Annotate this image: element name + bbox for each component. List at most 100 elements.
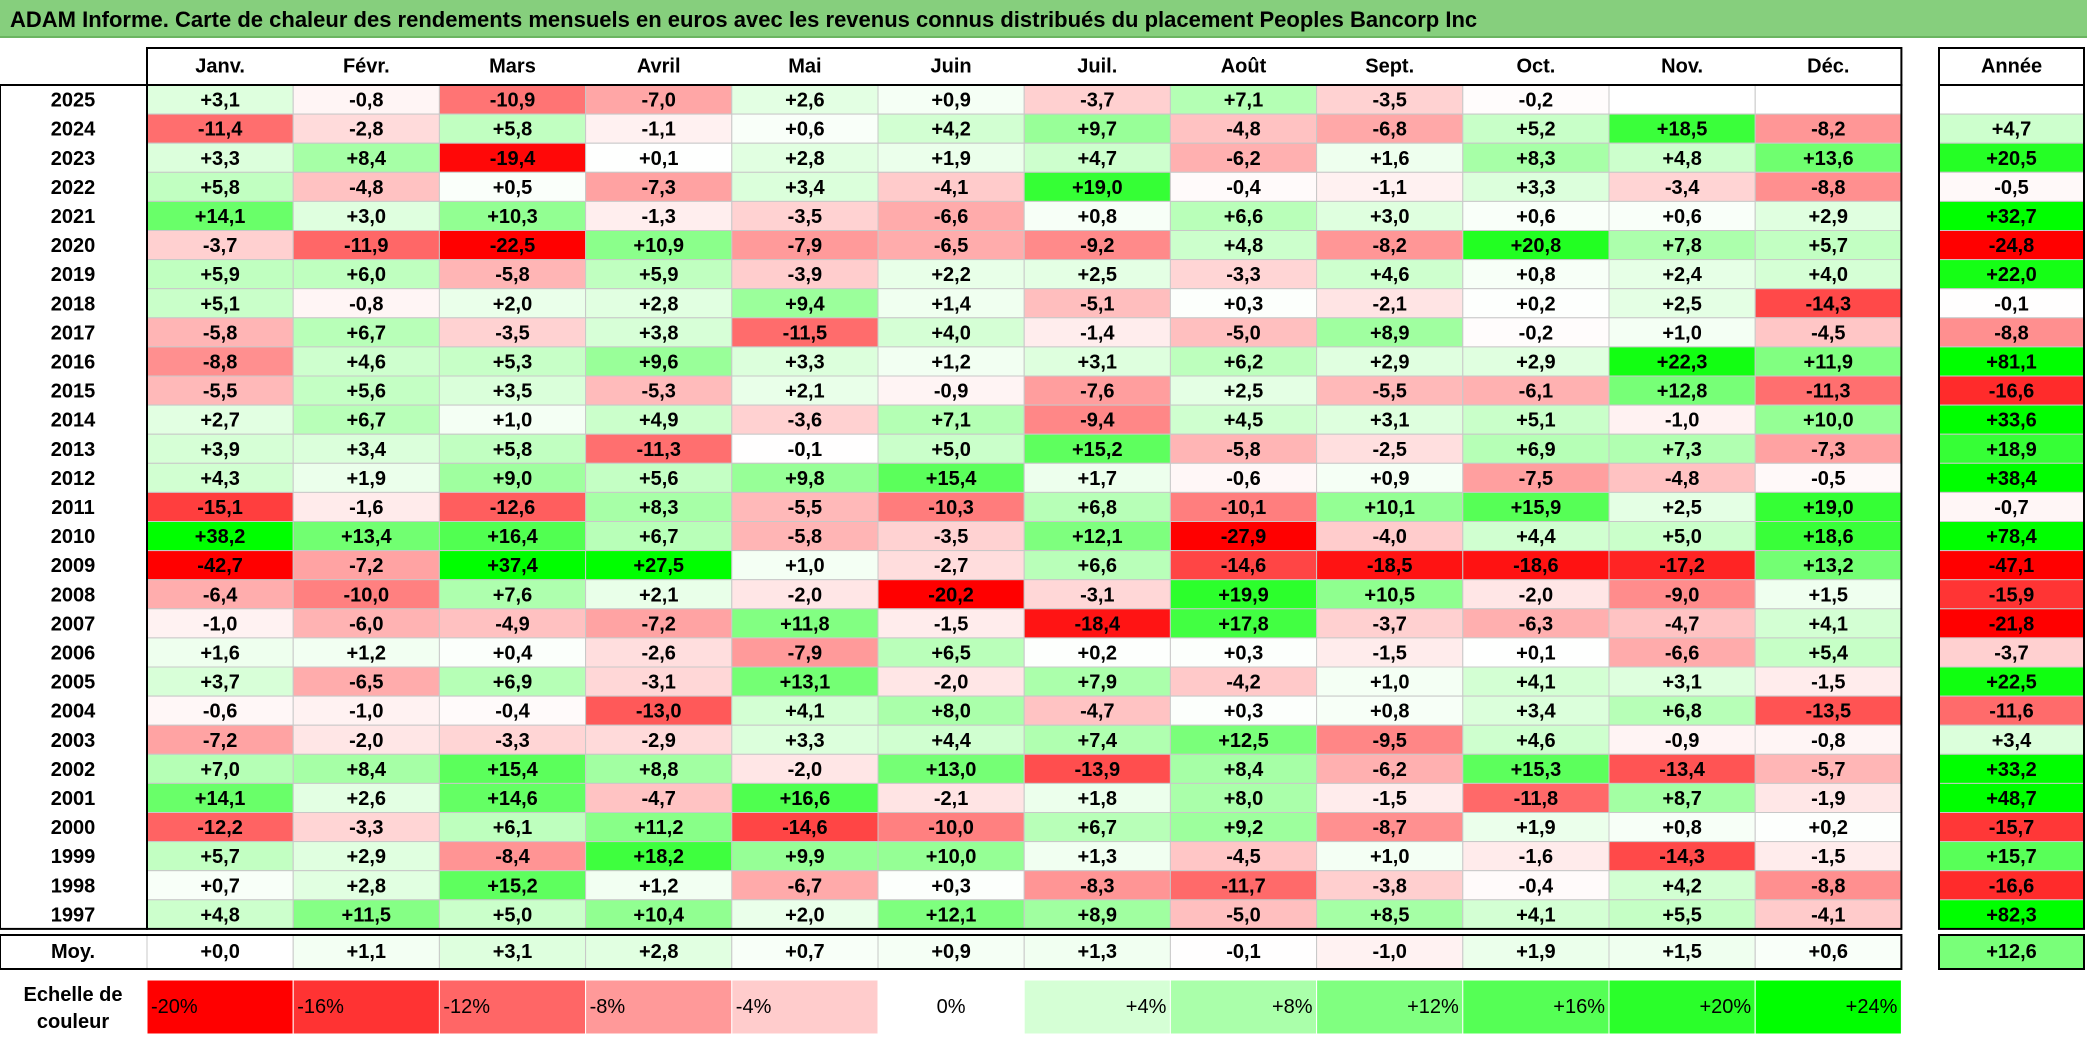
cell-value: +10,4 bbox=[633, 904, 684, 926]
cell-value: +14,1 bbox=[195, 206, 246, 228]
cell-value: +6,9 bbox=[1516, 439, 1555, 461]
heatmap-cell bbox=[146, 579, 294, 610]
cell-value: +2,9 bbox=[1809, 206, 1848, 228]
heatmap-cell bbox=[1316, 579, 1464, 610]
average-value: -1,0 bbox=[1372, 941, 1406, 963]
cell-value: -5,8 bbox=[203, 322, 237, 344]
heatmap-cell bbox=[585, 288, 733, 319]
heatmap-cell bbox=[1169, 870, 1318, 901]
cell-value: -6,5 bbox=[349, 672, 383, 694]
heatmap-cell bbox=[731, 550, 879, 581]
heatmap-cell bbox=[1316, 346, 1464, 377]
cell-value: -2,8 bbox=[349, 119, 383, 141]
cell-value: -13,0 bbox=[636, 701, 682, 723]
cell-value: +3,1 bbox=[1078, 351, 1117, 373]
cell-value: -11,4 bbox=[198, 119, 243, 141]
cell-value: -1,5 bbox=[1372, 642, 1406, 664]
annual-value: -0,1 bbox=[1994, 293, 2028, 315]
heatmap-cell bbox=[731, 899, 879, 930]
cell-value: -5,5 bbox=[1372, 381, 1406, 403]
scale-swatch bbox=[1169, 979, 1318, 1035]
cell-value: -1,0 bbox=[1665, 410, 1699, 432]
cell-value: +1,7 bbox=[1078, 468, 1117, 490]
heatmap-cell bbox=[731, 521, 879, 552]
cell-value: +0,5 bbox=[493, 177, 532, 199]
annual-value: -24,8 bbox=[1989, 235, 2035, 257]
heatmap-cell bbox=[1316, 200, 1464, 231]
heatmap-cell bbox=[1169, 259, 1318, 290]
cell-value: -42,7 bbox=[197, 555, 243, 577]
heatmap-cell bbox=[731, 870, 879, 901]
cell-value: -3,7 bbox=[203, 235, 237, 257]
cell-value: -3,7 bbox=[1372, 613, 1406, 635]
annual-cell bbox=[1938, 171, 2085, 202]
annual-cell bbox=[1938, 870, 2085, 901]
cell-value: +5,6 bbox=[347, 381, 386, 403]
cell-value: +1,4 bbox=[931, 293, 971, 315]
year-label: 2023 bbox=[51, 148, 96, 170]
heatmap-cell bbox=[1169, 113, 1318, 144]
cell-value: -6,8 bbox=[1372, 119, 1406, 141]
cell-value: -14,3 bbox=[1659, 846, 1705, 868]
heatmap-cell bbox=[1462, 637, 1610, 668]
scale-label: 0% bbox=[937, 996, 966, 1018]
cell-value: +6,1 bbox=[493, 817, 532, 839]
heatmap-cell bbox=[585, 346, 733, 377]
heatmap-cell bbox=[1462, 317, 1610, 348]
heatmap-cell bbox=[1169, 637, 1318, 668]
cell-value: +1,0 bbox=[1662, 322, 1701, 344]
year-label: 2025 bbox=[51, 90, 96, 112]
heatmap-cell bbox=[1608, 288, 1756, 319]
average-cell bbox=[146, 934, 294, 970]
annual-cell bbox=[1938, 142, 2085, 173]
cell-value: +4,2 bbox=[1662, 875, 1701, 897]
heatmap-cell bbox=[877, 579, 1025, 610]
cell-value: -4,8 bbox=[349, 177, 383, 199]
heatmap-cell bbox=[1023, 259, 1171, 290]
cell-value: -7,9 bbox=[788, 235, 822, 257]
heatmap-cell bbox=[1316, 288, 1464, 319]
cell-value: +0,8 bbox=[1516, 264, 1555, 286]
cell-value: -11,5 bbox=[783, 322, 827, 344]
year-label: 2021 bbox=[51, 206, 96, 228]
cell-value: +2,1 bbox=[639, 584, 678, 606]
heatmap-cell bbox=[146, 870, 294, 901]
average-value: +1,1 bbox=[347, 941, 386, 963]
cell-value: -3,5 bbox=[1372, 90, 1406, 112]
cell-value: +0,2 bbox=[1516, 293, 1555, 315]
cell-value: -13,4 bbox=[1659, 759, 1705, 781]
heatmap-cell bbox=[1023, 230, 1171, 261]
cell-value: -1,5 bbox=[1372, 788, 1406, 810]
cell-value: +10,1 bbox=[1364, 497, 1415, 519]
cell-value: -1,6 bbox=[349, 497, 383, 519]
cell-value: +6,7 bbox=[639, 526, 678, 548]
cell-value: +0,1 bbox=[639, 148, 678, 170]
scale-swatch bbox=[146, 979, 294, 1035]
annual-value: -21,8 bbox=[1989, 613, 2035, 635]
average-value: +0,0 bbox=[200, 941, 239, 963]
cell-value: +12,1 bbox=[926, 904, 977, 926]
cell-value: -4,5 bbox=[1811, 322, 1845, 344]
heatmap-cell bbox=[1316, 230, 1464, 261]
heatmap-cell bbox=[877, 462, 1025, 493]
annual-cell bbox=[1938, 637, 2085, 668]
cell-value: -4,7 bbox=[641, 788, 675, 810]
cell-value: +4,4 bbox=[1516, 526, 1556, 548]
heatmap-cell bbox=[1316, 637, 1464, 668]
heatmap-cell bbox=[731, 666, 879, 697]
heatmap-cell bbox=[877, 753, 1025, 784]
cell-value: +6,6 bbox=[1224, 206, 1263, 228]
average-value: +0,7 bbox=[785, 941, 824, 963]
cell-value: -0,9 bbox=[1665, 730, 1699, 752]
cell-value: -0,6 bbox=[203, 701, 237, 723]
heatmap-cell bbox=[1023, 637, 1171, 668]
heatmap-cell bbox=[146, 113, 294, 144]
annual-value: -47,1 bbox=[1989, 555, 2035, 577]
cell-value: -15,1 bbox=[197, 497, 243, 519]
cell-value: +8,5 bbox=[1370, 904, 1409, 926]
heatmap-cell bbox=[1023, 579, 1171, 610]
cell-value: +7,8 bbox=[1662, 235, 1701, 257]
cell-value: -1,3 bbox=[641, 206, 675, 228]
cell-value: +2,8 bbox=[785, 148, 824, 170]
cell-value: -3,1 bbox=[1080, 584, 1114, 606]
